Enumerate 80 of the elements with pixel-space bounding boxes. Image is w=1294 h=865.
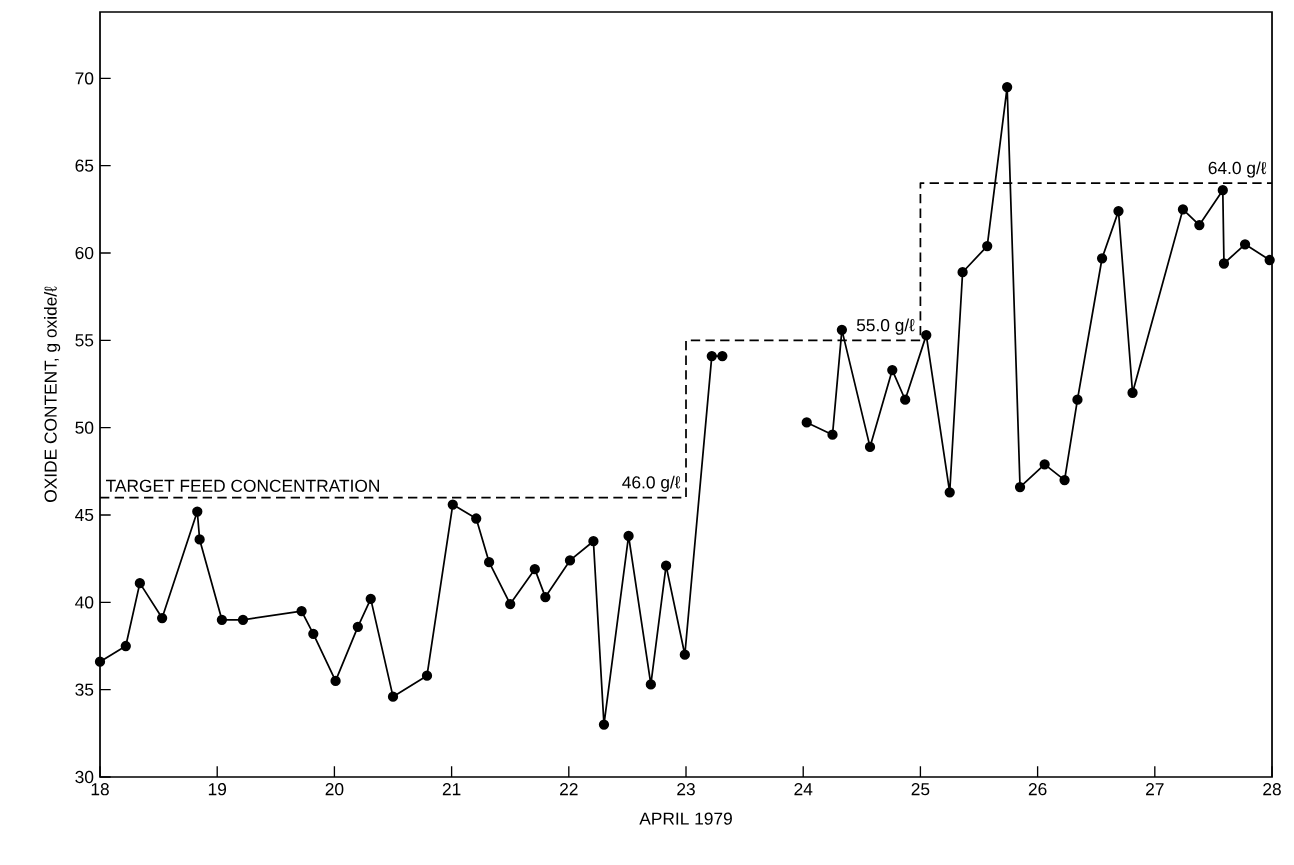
- point: [588, 536, 599, 547]
- point: [887, 364, 898, 376]
- point: [801, 417, 812, 428]
- point: [679, 649, 690, 660]
- point: [717, 350, 728, 362]
- point: [1194, 219, 1205, 231]
- point: [156, 612, 168, 624]
- point: [216, 614, 228, 625]
- x-tick-label: 28: [1263, 783, 1281, 796]
- point: [483, 557, 495, 568]
- x-tick-label: 24: [794, 783, 813, 796]
- point: [308, 628, 319, 639]
- annotation: 64.0 g/ℓ: [1208, 161, 1267, 178]
- point: [120, 640, 131, 652]
- point: [564, 555, 576, 566]
- x-tick-label: 26: [1028, 783, 1047, 796]
- x-tick-label: 23: [677, 783, 695, 796]
- y-tick-label: 35: [75, 683, 94, 696]
- point: [1217, 185, 1228, 196]
- point: [1264, 254, 1275, 266]
- x-tick-label: 19: [208, 783, 227, 796]
- point: [1177, 204, 1189, 215]
- point: [1113, 205, 1124, 217]
- point: [827, 429, 838, 440]
- point: [296, 605, 307, 617]
- point: [94, 656, 106, 667]
- point: [192, 506, 203, 517]
- point: [957, 267, 968, 278]
- annotation: 55.0 g/ℓ: [856, 318, 915, 335]
- point: [471, 513, 482, 524]
- point: [505, 598, 516, 610]
- point: [330, 675, 341, 687]
- point: [1218, 258, 1230, 269]
- point: [598, 719, 610, 730]
- y-tick-label: 30: [75, 770, 94, 784]
- point: [529, 564, 540, 575]
- x-tick-label: 25: [911, 783, 930, 796]
- point: [1059, 474, 1070, 486]
- point: [1014, 481, 1026, 493]
- point: [1239, 239, 1251, 250]
- y-tick-label: 50: [75, 421, 94, 434]
- x-tick-label: 22: [560, 783, 578, 796]
- point: [900, 394, 911, 405]
- point: [645, 679, 656, 690]
- x-tick-label: 27: [1146, 783, 1164, 796]
- point: [1002, 81, 1013, 93]
- y-axis-title: OXIDE CONTENT, g oxide/ℓ: [44, 286, 61, 502]
- y-tick-label: 60: [75, 246, 94, 260]
- point: [447, 499, 458, 510]
- point: [921, 329, 932, 341]
- point: [836, 324, 848, 336]
- point: [864, 441, 876, 453]
- annotation: TARGET FEED CONCENTRATION: [106, 479, 379, 492]
- point: [706, 350, 717, 362]
- x-tick-label: 20: [325, 783, 344, 796]
- point: [387, 691, 399, 702]
- point: [1039, 459, 1050, 470]
- point: [134, 577, 145, 589]
- point: [421, 670, 433, 681]
- x-tick-label: 18: [91, 783, 109, 796]
- point: [660, 560, 672, 571]
- y-tick-label: 55: [75, 334, 94, 347]
- point: [352, 621, 363, 632]
- y-tick-label: 45: [75, 508, 94, 522]
- y-tick-label: 70: [75, 72, 94, 85]
- point: [365, 593, 376, 604]
- point: [1072, 394, 1083, 405]
- y-tick-label: 65: [75, 159, 94, 172]
- x-axis-title: APRIL 1979: [639, 812, 732, 825]
- annotation: 46.0 g/ℓ: [622, 475, 681, 492]
- point: [237, 614, 249, 625]
- point: [1127, 387, 1138, 398]
- point: [623, 530, 634, 542]
- point: [982, 240, 993, 252]
- x-tick-label: 21: [442, 783, 461, 796]
- y-tick-label: 40: [75, 596, 94, 609]
- point: [540, 591, 551, 603]
- point: [1096, 253, 1108, 264]
- point: [194, 534, 205, 545]
- point: [944, 487, 955, 498]
